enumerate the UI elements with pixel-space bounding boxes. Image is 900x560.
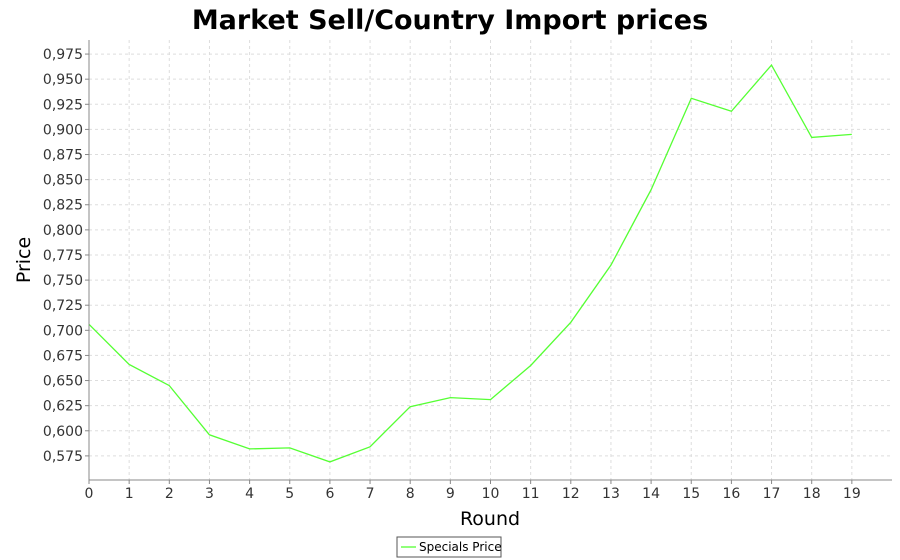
x-axis-label: Round [460,508,520,530]
y-axis-ticks: 0,575 0,600 0,625 0,650 0,675 0,700 0,725 0,750… [43,47,89,465]
y-tick-label: 0,775 [43,248,83,264]
x-tick-label: 2 [165,486,174,502]
y-tick-label: 0,650 [43,374,83,390]
chart-title: Market Sell/Country Import prices [192,5,708,36]
grid-lines [88,40,892,480]
x-tick-label: 14 [642,486,660,502]
x-tick-label: 8 [406,486,415,502]
y-tick-label: 0,900 [43,122,83,138]
y-tick-label: 0,950 [43,72,83,88]
x-tick-label: 12 [562,486,580,502]
x-tick-label: 9 [446,486,455,502]
x-tick-label: 16 [722,486,740,502]
y-tick-label: 0,575 [43,449,83,465]
plot-area: 0,575 0,600 0,625 0,650 0,675 0,700 0,725 0,750… [43,40,892,502]
x-tick-label: 15 [682,486,700,502]
y-tick-label: 0,625 [43,399,83,415]
y-tick-label: 0,675 [43,348,83,364]
x-tick-label: 1 [125,486,134,502]
x-tick-label: 6 [325,486,334,502]
y-tick-label: 0,800 [43,223,83,239]
y-tick-label: 0,725 [43,298,83,314]
x-tick-label: 17 [763,486,781,502]
y-tick-label: 0,700 [43,323,83,339]
x-tick-label: 11 [522,486,540,502]
legend: Specials Price [396,536,502,558]
x-tick-label: 0 [85,486,94,502]
y-tick-label: 0,875 [43,148,83,164]
x-tick-label: 18 [803,486,821,502]
x-axis-ticks: 0 1 2 3 4 5 6 7 8 9 10 11 12 13 14 15 16 17 18 19 [85,480,861,502]
x-tick-label: 5 [285,486,294,502]
y-tick-label: 0,750 [43,273,83,289]
y-tick-label: 0,600 [43,424,83,440]
series-line [88,63,852,463]
y-tick-label: 0,925 [43,97,83,113]
x-tick-label: 3 [205,486,214,502]
legend-label-specials-price: Specials Price [419,540,502,554]
x-tick-label: 7 [366,486,375,502]
y-tick-label: 0,825 [43,198,83,214]
series-layer [88,63,852,463]
y-axis-label: Price [13,237,35,283]
x-tick-label: 13 [602,486,620,502]
legend-box [396,536,502,558]
y-tick-label: 0,850 [43,173,83,189]
x-tick-label: 4 [245,486,254,502]
y-tick-label: 0,975 [43,47,83,63]
x-tick-label: 10 [482,486,500,502]
x-tick-label: 19 [843,486,861,502]
